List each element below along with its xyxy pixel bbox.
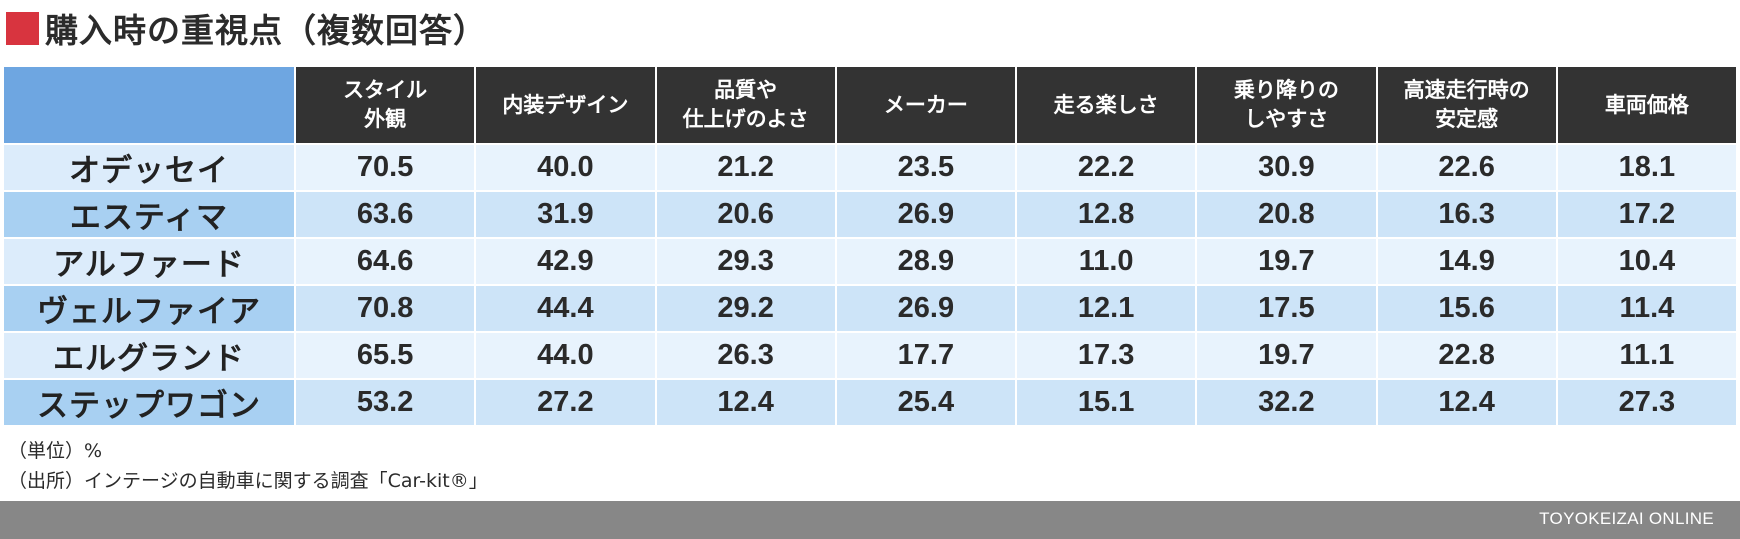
data-cell: 31.9 (474, 190, 657, 239)
data-cell: 17.3 (1014, 331, 1198, 380)
data-cell: 10.4 (1555, 237, 1739, 286)
data-cell: 44.0 (474, 331, 657, 380)
data-cell: 22.6 (1375, 143, 1558, 192)
data-cell: 42.9 (474, 237, 657, 286)
title-accent-square (6, 11, 39, 45)
data-cell: 26.9 (834, 190, 1018, 239)
data-cell: 29.2 (654, 284, 837, 333)
row-label: オデッセイ (2, 143, 296, 192)
data-cell: 63.6 (293, 190, 477, 239)
row-label: ステップワゴン (2, 378, 296, 427)
data-cell: 25.4 (834, 378, 1018, 427)
data-cell: 64.6 (293, 237, 477, 286)
data-cell: 65.5 (293, 331, 477, 380)
data-cell: 15.1 (1014, 378, 1198, 427)
table-row: エスティマ 63.6 31.9 20.6 26.9 12.8 20.8 16.3 17.2 (2, 190, 1739, 239)
data-table: スタイル 外観 内装デザイン 品質や 仕上げのよさ メーカー 走る楽しさ 乗り降りの しや… (2, 65, 1739, 427)
data-cell: 70.5 (293, 143, 477, 192)
data-cell: 19.7 (1195, 237, 1378, 286)
data-cell: 11.1 (1555, 331, 1739, 380)
row-label: エスティマ (2, 190, 296, 239)
row-label: アルファード (2, 237, 296, 286)
data-cell: 27.3 (1555, 378, 1739, 427)
table-row: ステップワゴン 53.2 27.2 12.4 25.4 15.1 32.2 12.4 27.3 (2, 378, 1739, 427)
data-cell: 15.6 (1375, 284, 1558, 333)
source-note: （出所）インテージの自動車に関する調査「Car-kit®」 (8, 470, 488, 492)
data-cell: 17.5 (1195, 284, 1378, 333)
column-header: 品質や 仕上げのよさ (654, 65, 837, 145)
data-cell: 14.9 (1375, 237, 1558, 286)
row-label: エルグランド (2, 331, 296, 380)
column-header: 乗り降りの しやすさ (1195, 65, 1378, 145)
data-cell: 12.1 (1014, 284, 1198, 333)
table-corner-cell (2, 65, 296, 145)
data-cell: 53.2 (293, 378, 477, 427)
data-cell: 19.7 (1195, 331, 1378, 380)
data-cell: 44.4 (474, 284, 657, 333)
data-cell: 12.8 (1014, 190, 1198, 239)
table-body: オデッセイ 70.5 40.0 21.2 23.5 22.2 30.9 22.6 18.1 エステ… (2, 143, 1739, 427)
unit-note: （単位）% (8, 440, 103, 462)
data-cell: 17.2 (1555, 190, 1739, 239)
data-cell: 20.6 (654, 190, 837, 239)
table-header-row: スタイル 外観 内装デザイン 品質や 仕上げのよさ メーカー 走る楽しさ 乗り降りの しや… (2, 65, 1739, 145)
data-cell: 32.2 (1195, 378, 1378, 427)
data-cell: 23.5 (834, 143, 1018, 192)
data-cell: 26.9 (834, 284, 1018, 333)
data-cell: 20.8 (1195, 190, 1378, 239)
row-label: ヴェルファイア (2, 284, 296, 333)
data-cell: 26.3 (654, 331, 837, 380)
data-cell: 27.2 (474, 378, 657, 427)
data-cell: 29.3 (654, 237, 837, 286)
data-cell: 70.8 (293, 284, 477, 333)
column-header: 高速走行時の 安定感 (1375, 65, 1558, 145)
data-cell: 12.4 (654, 378, 837, 427)
table-row: アルファード 64.6 42.9 29.3 28.9 11.0 19.7 14.9 10.4 (2, 237, 1739, 286)
data-cell: 30.9 (1195, 143, 1378, 192)
column-header: 内装デザイン (474, 65, 657, 145)
data-cell: 22.2 (1014, 143, 1198, 192)
notes: （単位）% （出所）インテージの自動車に関する調査「Car-kit®」 (8, 436, 488, 496)
data-cell: 16.3 (1375, 190, 1558, 239)
table-row: オデッセイ 70.5 40.0 21.2 23.5 22.2 30.9 22.6 18.1 (2, 143, 1739, 192)
column-header: 車両価格 (1555, 65, 1739, 145)
data-cell: 21.2 (654, 143, 837, 192)
column-header: 走る楽しさ (1014, 65, 1198, 145)
table-row: ヴェルファイア 70.8 44.4 29.2 26.9 12.1 17.5 15.6 11.4 (2, 284, 1739, 333)
column-header: メーカー (834, 65, 1018, 145)
footer-brand: TOYOKEIZAI ONLINE (1539, 509, 1714, 528)
footer-bar: TOYOKEIZAI ONLINE (0, 501, 1740, 539)
data-cell: 11.4 (1555, 284, 1739, 333)
data-cell: 22.8 (1375, 331, 1558, 380)
page-title: 購入時の重視点（複数回答） (45, 11, 487, 50)
column-header: スタイル 外観 (293, 65, 477, 145)
data-cell: 18.1 (1555, 143, 1739, 192)
data-cell: 40.0 (474, 143, 657, 192)
title-row: 購入時の重視点（複数回答） (6, 4, 487, 52)
data-cell: 17.7 (834, 331, 1018, 380)
table-row: エルグランド 65.5 44.0 26.3 17.7 17.3 19.7 22.8 11.1 (2, 331, 1739, 380)
data-cell: 11.0 (1014, 237, 1198, 286)
data-cell: 12.4 (1375, 378, 1558, 427)
data-cell: 28.9 (834, 237, 1018, 286)
